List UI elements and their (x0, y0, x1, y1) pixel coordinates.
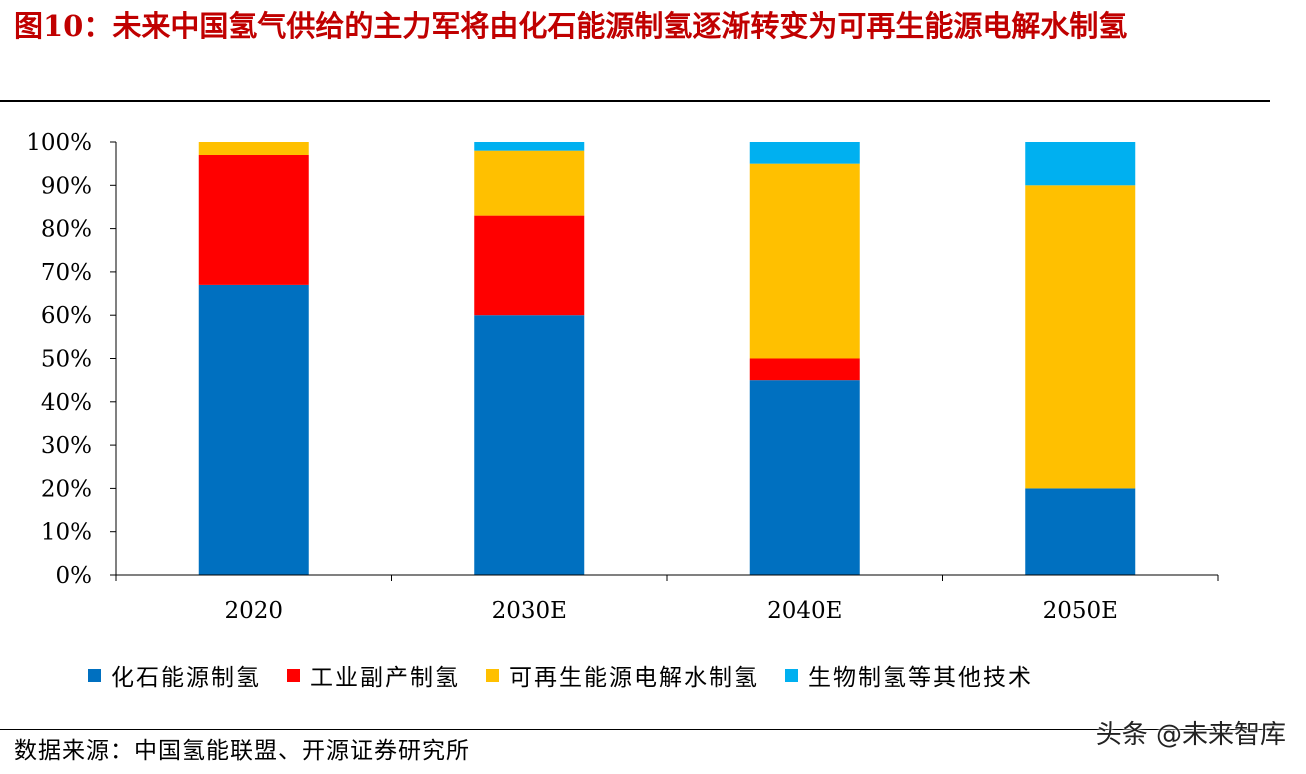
legend-swatch-renewable (486, 668, 499, 682)
y-tick-label-4: 40% (41, 390, 92, 416)
y-tick-label-6: 60% (41, 303, 92, 329)
y-tick-label-9: 90% (41, 173, 92, 199)
y-tick-label-3: 30% (41, 433, 92, 459)
y-tick-label-8: 80% (41, 217, 92, 243)
stacked-bar-chart: 0%10%20%30%40%50%60%70%80%90%100% 2020 20… (26, 130, 1219, 624)
legend-label-fossil: 化石能源制氢 (111, 665, 261, 691)
legend-label-bio: 生物制氢等其他技术 (808, 665, 1033, 691)
bar-segment-2030E-s0 (474, 315, 585, 575)
x-tick-label-2030E: 2030E (492, 598, 567, 624)
bar-segment-2020-s2 (198, 142, 309, 155)
legend-item-fossil: 化石能源制氢 (88, 658, 261, 692)
y-tick-label-2: 20% (41, 476, 92, 502)
y-tick-label-1: 10% (41, 520, 92, 546)
y-tick-label-10: 100% (26, 130, 92, 156)
bar-segment-2040E-s0 (749, 380, 860, 575)
title-divider (0, 100, 1270, 102)
legend-label-industrial: 工业副产制氢 (310, 665, 460, 691)
x-tick-label-2020: 2020 (224, 598, 283, 624)
y-tick-labels: 0% 10% 20% 30% 40% 50% 60% 70% 80% 90% 100% (26, 130, 92, 589)
bar-segment-2050E-s2 (1025, 185, 1136, 489)
bar-segment-2040E-s3 (749, 142, 860, 164)
bar-segment-2030E-s2 (474, 150, 585, 216)
chart-title: 图10：未来中国氢气供给的主力军将由化石能源制氢逐渐转变为可再生能源电解水制氢 (14, 9, 1128, 43)
source-divider (0, 729, 1270, 730)
legend-swatch-industrial (287, 668, 300, 682)
x-tick-label-2050E: 2050E (1043, 598, 1118, 624)
y-tick-label-5: 50% (41, 347, 92, 373)
legend-swatch-bio (785, 668, 798, 682)
x-tick-label-2040E: 2040E (767, 598, 842, 624)
axes-group (110, 141, 1219, 581)
bar-segment-2020-s0 (198, 284, 309, 575)
bar-segment-2050E-s0 (1025, 488, 1136, 575)
bar-segment-2040E-s2 (749, 163, 860, 359)
legend-item-bio: 生物制氢等其他技术 (785, 658, 1033, 692)
bar-segment-2030E-s3 (474, 142, 585, 151)
y-tick-label-0: 0% (56, 563, 93, 589)
legend-swatch-fossil (88, 668, 101, 682)
legend-label-renewable: 可再生能源电解水制氢 (509, 665, 759, 691)
bar-segment-2040E-s1 (749, 358, 860, 381)
legend: 化石能源制氢 工业副产制氢 可再生能源电解水制氢 生物制氢等其他技术 (88, 657, 1059, 693)
watermark: 头条 @未来智库 (1095, 720, 1286, 750)
bars-group (198, 142, 1136, 575)
legend-item-industrial: 工业副产制氢 (287, 658, 460, 692)
bar-segment-2050E-s3 (1025, 142, 1136, 186)
y-tick-label-7: 70% (41, 260, 92, 286)
legend-item-renewable: 可再生能源电解水制氢 (486, 658, 759, 692)
data-source: 数据来源：中国氢能联盟、开源证券研究所 (14, 738, 470, 764)
bar-segment-2020-s1 (198, 154, 309, 285)
bar-segment-2030E-s1 (474, 215, 585, 316)
x-tick-labels: 2020 2030E 2040E 2050E (224, 598, 1117, 624)
